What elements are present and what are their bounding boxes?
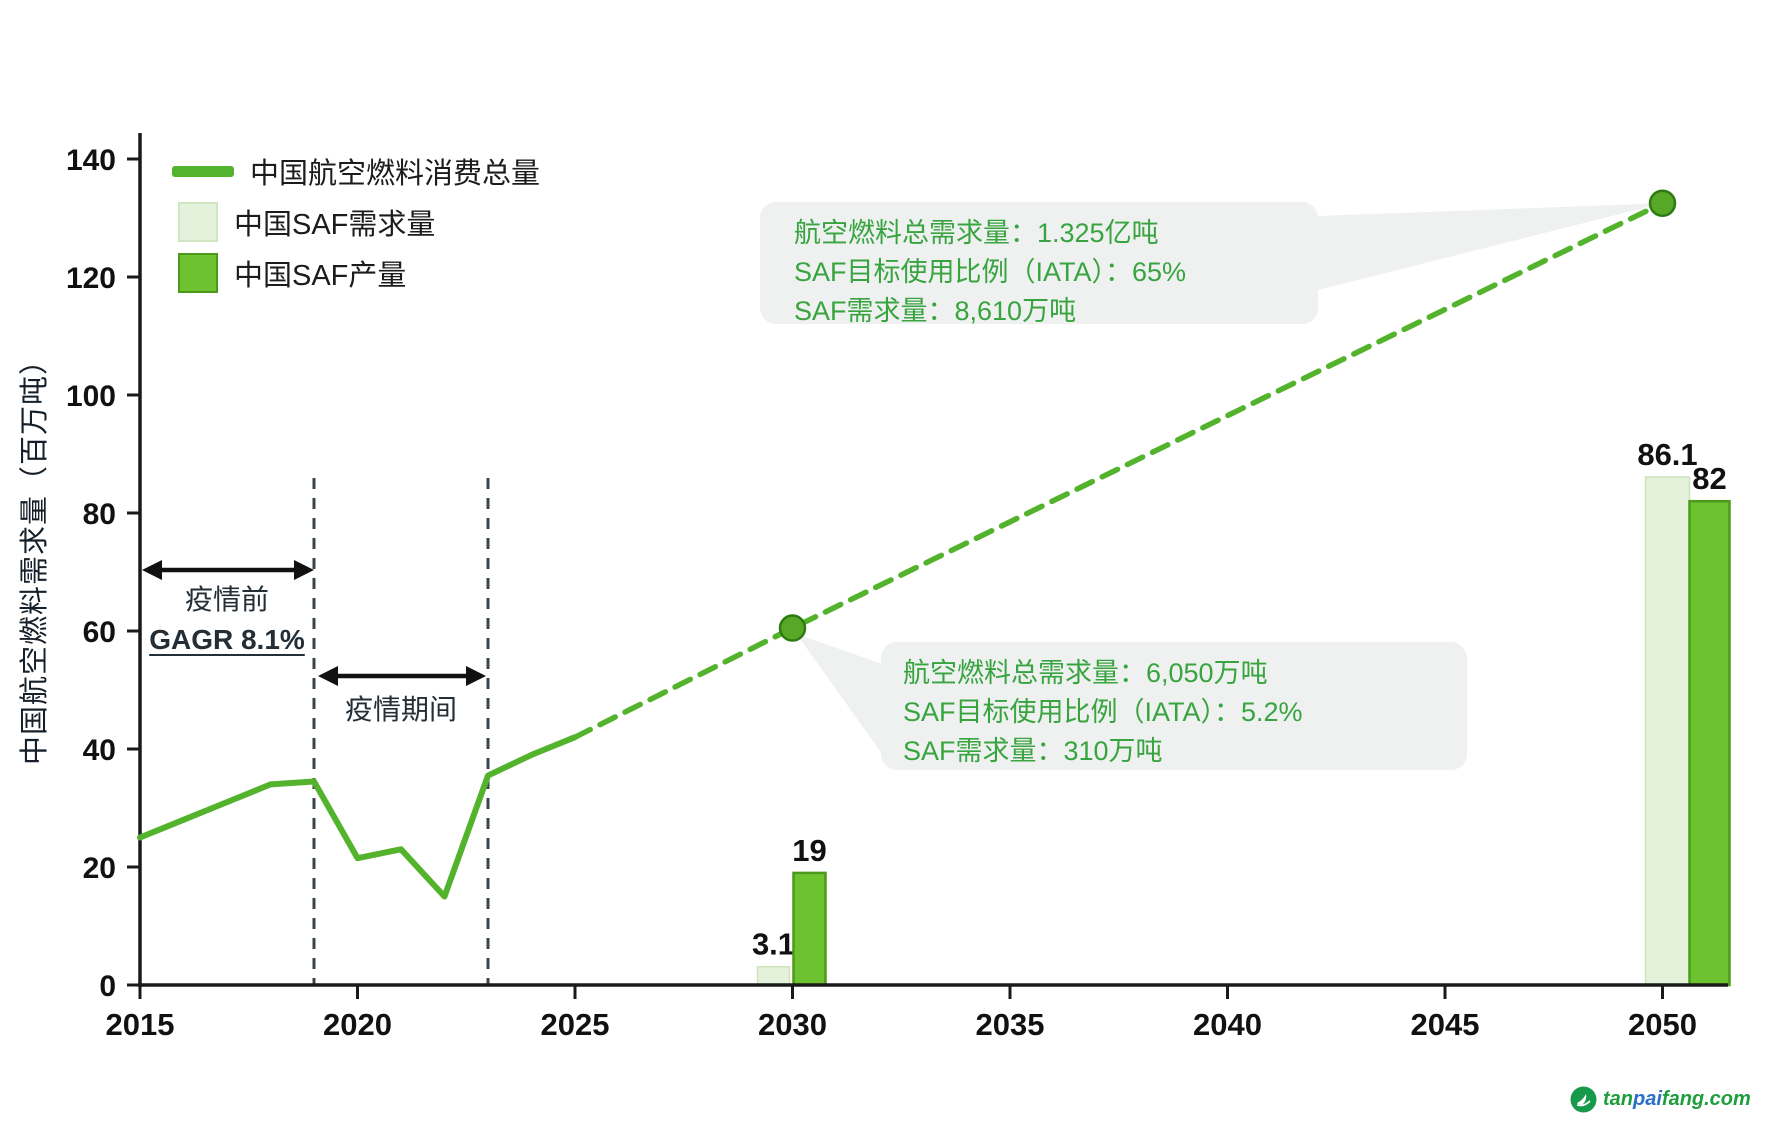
bar-value-label: 82 <box>1692 461 1726 496</box>
callout-line: SAF需求量：310万吨 <box>903 736 1163 766</box>
saf-production-bar <box>1688 499 1731 987</box>
x-tick-label: 2030 <box>758 1007 827 1042</box>
annotation-text: 疫情前 <box>184 584 269 615</box>
callout-pointer-2050 <box>1318 203 1663 290</box>
callout-2030: 航空燃料总需求量：6,050万吨 SAF目标使用比例（IATA）：5.2% SA… <box>881 642 1467 770</box>
y-tick-label: 100 <box>66 380 116 413</box>
pandemic-arrow-head <box>466 666 486 686</box>
callout-line: SAF需求量：8,610万吨 <box>794 296 1077 326</box>
saf-demand-bar <box>756 965 791 986</box>
callout-pointer-2030 <box>796 634 885 758</box>
x-tick-label: 2015 <box>106 1007 175 1042</box>
x-tick-label: 2050 <box>1628 1007 1697 1042</box>
site-watermark: tanpaifang.com <box>1570 1086 1751 1113</box>
legend-item-saf-production: 中国SAF产量 <box>172 252 540 294</box>
callout-line: SAF目标使用比例（IATA）：5.2% <box>903 697 1303 727</box>
watermark-part: pai <box>1633 1088 1662 1110</box>
y-tick-label: 20 <box>83 852 116 885</box>
saf-demand-bar <box>1644 476 1691 986</box>
pandemic-arrow-head <box>318 666 338 686</box>
square-swatch-icon <box>178 202 218 242</box>
y-tick-label: 60 <box>83 616 116 649</box>
pre-pandemic-arrow-head <box>294 560 314 580</box>
saf-production-bar <box>792 871 827 987</box>
annotation-pre-pandemic: 疫情前 GAGR 8.1% <box>138 580 316 660</box>
legend-label: 中国SAF产量 <box>234 260 407 292</box>
legend-item-saf-demand: 中国SAF需求量 <box>172 201 540 243</box>
legend-label: 中国航空燃料消费总量 <box>250 158 541 190</box>
annotation-cagr-text: GAGR 8.1% <box>149 624 305 655</box>
line-marker <box>778 614 807 642</box>
annotation-during-pandemic: 疫情期间 <box>314 690 488 730</box>
watermark-part: fang.com <box>1661 1088 1751 1110</box>
x-tick-label: 2025 <box>541 1007 610 1042</box>
pre-pandemic-arrow-head <box>142 560 162 580</box>
bar-value-label: 3.1 <box>752 927 795 962</box>
y-tick-label: 80 <box>83 498 116 531</box>
y-tick-label: 120 <box>66 262 116 295</box>
legend-item-fuel-total: 中国航空燃料消费总量 <box>172 150 540 192</box>
y-tick-label: 0 <box>99 970 116 1003</box>
callout-line: 航空燃料总需求量：6,050万吨 <box>903 658 1268 688</box>
callout-2050: 航空燃料总需求量：1.325亿吨 SAF目标使用比例（IATA）：65% SAF… <box>760 202 1318 326</box>
bar-value-label: 19 <box>792 833 826 868</box>
bar-value-label: 86.1 <box>1637 437 1697 472</box>
x-tick-label: 2035 <box>976 1007 1045 1042</box>
y-axis-title: 中国航空燃料需求量（百万吨） <box>19 344 51 766</box>
x-tick-label: 2020 <box>323 1007 392 1042</box>
legend-label: 中国SAF需求量 <box>234 209 436 241</box>
y-tick-label: 140 <box>66 144 116 177</box>
chart-legend: 中国航空燃料消费总量 中国SAF需求量 中国SAF产量 <box>172 150 540 303</box>
x-tick-label: 2040 <box>1193 1007 1262 1042</box>
callout-line: 航空燃料总需求量：1.325亿吨 <box>794 218 1159 248</box>
watermark-part: tan <box>1603 1088 1633 1110</box>
y-tick-label: 40 <box>83 734 116 767</box>
x-tick-label: 2045 <box>1411 1007 1480 1042</box>
watermark-text: tanpaifang.com <box>1603 1088 1751 1111</box>
annotation-text: 疫情期间 <box>344 694 457 725</box>
callout-line: SAF目标使用比例（IATA）：65% <box>794 257 1187 287</box>
square-swatch-icon <box>178 253 218 293</box>
line-marker <box>1648 189 1677 217</box>
line-swatch-icon <box>172 165 234 177</box>
fuel-line-solid <box>137 734 578 900</box>
leaf-circle-icon <box>1570 1086 1597 1113</box>
